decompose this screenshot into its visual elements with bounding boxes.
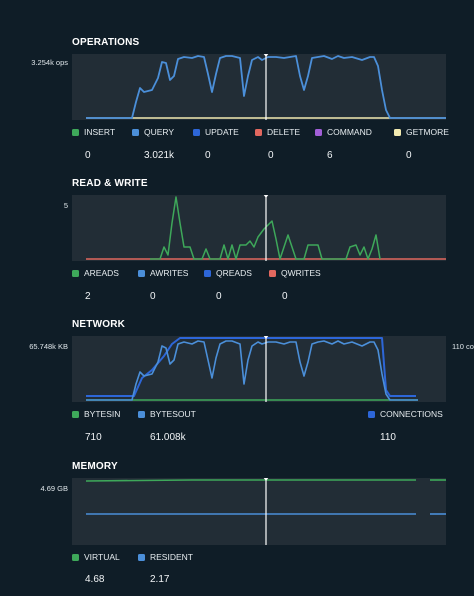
legend-swatch: [138, 553, 145, 561]
network-cursor-marker: [263, 336, 269, 339]
memory-legend: VIRTUAL RESIDENT: [72, 552, 474, 564]
resident-value: 2.17: [150, 574, 170, 585]
virtual-value: 4.68: [85, 574, 105, 585]
read-write-y-max-label: 5: [63, 201, 68, 210]
read-write-title: READ & WRITE: [72, 178, 148, 189]
legend-swatch: [193, 128, 200, 136]
legend-qwrites[interactable]: QWRITES: [269, 268, 321, 278]
legend-swatch: [255, 128, 262, 136]
legend-label: INSERT: [84, 127, 116, 137]
bytesout-value: 61.008k: [150, 432, 186, 443]
legend-swatch: [315, 128, 322, 136]
legend-label: DELETE: [267, 127, 301, 137]
memory-y-max-label: 4.69 GB: [40, 484, 68, 493]
network-title: NETWORK: [72, 319, 126, 330]
memory-chart[interactable]: [72, 478, 446, 545]
update-value: 0: [205, 150, 211, 161]
legend-delete[interactable]: DELETE: [255, 127, 300, 137]
legend-label: UPDATE: [205, 127, 239, 137]
legend-getmore[interactable]: GETMORE: [394, 127, 449, 137]
areads-value: 2: [85, 291, 91, 302]
legend-swatch: [72, 128, 79, 136]
legend-label: QREADS: [216, 268, 252, 278]
network-y-max-label: 65.748k KB: [29, 342, 68, 351]
connections-value: 110: [380, 432, 396, 443]
legend-label: AREADS: [84, 268, 119, 278]
operations-query-line: [86, 55, 446, 119]
network-y-right-label: 110 co: [452, 342, 474, 351]
read-write-legend: AREADS AWRITES QREADS QWRITES: [72, 268, 474, 280]
legend-label: RESIDENT: [150, 552, 193, 562]
legend-label: GETMORE: [406, 127, 449, 137]
legend-awrites[interactable]: AWRITES: [138, 268, 188, 278]
legend-label: BYTESIN: [84, 409, 121, 419]
legend-label: BYTESOUT: [150, 409, 196, 419]
operations-chart[interactable]: [72, 54, 446, 120]
query-value: 3.021k: [144, 150, 175, 161]
legend-swatch: [72, 410, 79, 418]
network-legend: BYTESIN BYTESOUT CONNECTIONS: [72, 409, 474, 421]
legend-resident[interactable]: RESIDENT: [138, 552, 193, 562]
network-chart[interactable]: [72, 336, 446, 402]
legend-label: AWRITES: [150, 268, 189, 278]
bytesin-value: 710: [85, 432, 102, 443]
legend-label: QUERY: [144, 127, 175, 137]
legend-label: COMMAND: [327, 127, 372, 137]
legend-swatch: [368, 410, 375, 418]
memory-virtual-line: [85, 479, 416, 482]
read-write-areads-line: [150, 196, 381, 260]
legend-qreads[interactable]: QREADS: [204, 268, 252, 278]
legend-label: CONNECTIONS: [380, 409, 443, 419]
legend-label: VIRTUAL: [84, 552, 120, 562]
legend-command[interactable]: COMMAND: [315, 127, 372, 137]
memory-cursor-marker: [263, 478, 269, 481]
network-bytesout-line: [86, 340, 418, 401]
awrites-value: 0: [150, 291, 156, 302]
legend-swatch: [72, 553, 79, 561]
operations-legend: INSERT QUERY UPDATE DELETE COMMAND GETMO…: [72, 127, 474, 139]
qwrites-value: 0: [282, 291, 288, 302]
qreads-value: 0: [216, 291, 222, 302]
legend-bytesout[interactable]: BYTESOUT: [138, 409, 196, 419]
legend-swatch: [132, 128, 139, 136]
command-value: 6: [327, 150, 333, 161]
legend-virtual[interactable]: VIRTUAL: [72, 552, 120, 562]
legend-connections[interactable]: CONNECTIONS: [368, 409, 443, 419]
legend-swatch: [72, 269, 79, 277]
legend-query[interactable]: QUERY: [132, 127, 174, 137]
getmore-value: 0: [406, 150, 412, 161]
operations-title: OPERATIONS: [72, 37, 140, 48]
operations-cursor-marker: [263, 54, 269, 57]
memory-title: MEMORY: [72, 461, 118, 472]
delete-value: 0: [268, 150, 274, 161]
legend-swatch: [138, 410, 145, 418]
legend-swatch: [138, 269, 145, 277]
legend-swatch: [269, 269, 276, 277]
legend-insert[interactable]: INSERT: [72, 127, 115, 137]
legend-swatch: [204, 269, 211, 277]
read-write-chart[interactable]: [72, 195, 446, 261]
legend-bytesin[interactable]: BYTESIN: [72, 409, 120, 419]
legend-areads[interactable]: AREADS: [72, 268, 119, 278]
insert-value: 0: [85, 150, 91, 161]
legend-label: QWRITES: [281, 268, 321, 278]
operations-y-max-label: 3.254k ops: [31, 58, 68, 67]
legend-update[interactable]: UPDATE: [193, 127, 239, 137]
read-write-cursor-marker: [263, 195, 269, 198]
legend-swatch: [394, 128, 401, 136]
